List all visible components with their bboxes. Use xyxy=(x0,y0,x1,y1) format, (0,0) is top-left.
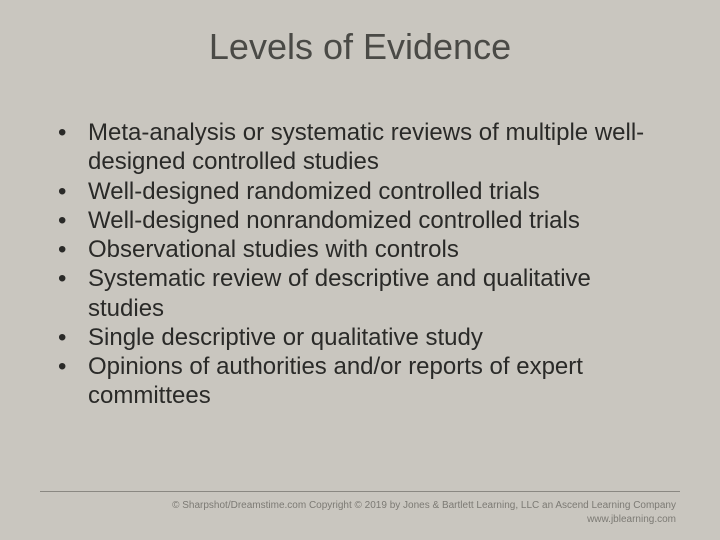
slide: Levels of Evidence Meta-analysis or syst… xyxy=(0,0,720,540)
list-item: Well-designed randomized controlled tria… xyxy=(52,177,668,206)
footer-text: © Sharpshot/Dreamstime.com Copyright © 2… xyxy=(172,499,676,526)
list-item: Well-designed nonrandomized controlled t… xyxy=(52,206,668,235)
footer-divider xyxy=(40,491,680,492)
slide-title: Levels of Evidence xyxy=(0,0,720,68)
copyright-text: © Sharpshot/Dreamstime.com Copyright © 2… xyxy=(172,499,676,513)
list-item: Observational studies with controls xyxy=(52,235,668,264)
list-item: Systematic review of descriptive and qua… xyxy=(52,264,668,323)
bullet-list: Meta-analysis or systematic reviews of m… xyxy=(52,118,668,411)
footer-url: www.jblearning.com xyxy=(172,513,676,527)
list-item: Meta-analysis or systematic reviews of m… xyxy=(52,118,668,177)
list-item: Opinions of authorities and/or reports o… xyxy=(52,352,668,411)
list-item: Single descriptive or qualitative study xyxy=(52,323,668,352)
slide-content: Meta-analysis or systematic reviews of m… xyxy=(0,68,720,411)
